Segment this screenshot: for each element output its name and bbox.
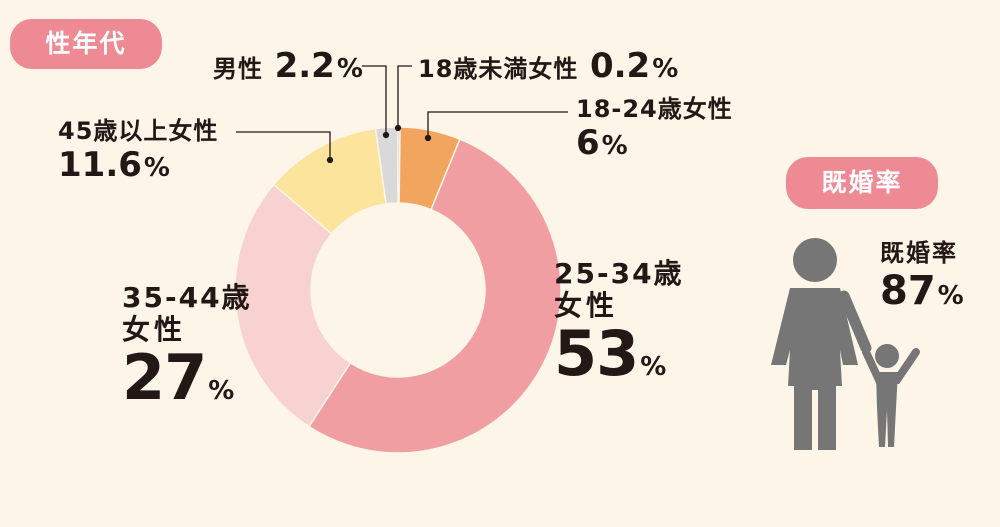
- leader-lines: [236, 65, 568, 164]
- label-25-34: 25-34歳 女性 53%: [554, 257, 684, 391]
- label-45plus: 45歳以上女性 11.6%: [58, 117, 219, 185]
- woman-head-icon: [793, 238, 837, 282]
- leader-line-under18: [397, 65, 412, 128]
- label-marriage-rate: 既婚率 87%: [880, 239, 964, 314]
- leader-dot-under18: [394, 124, 402, 132]
- donut-slice-3: [234, 183, 352, 428]
- woman-body-icon: [771, 288, 858, 450]
- woman-child-icon: [771, 238, 920, 450]
- leader-dot-45plus: [326, 156, 334, 164]
- section-title-gender-age: 性年代: [10, 19, 162, 69]
- label-under18: 18歳未満女性 0.2%: [418, 46, 679, 86]
- leader-line-45plus: [236, 131, 331, 160]
- child-body-icon: [876, 372, 898, 447]
- label-18-24: 18-24歳女性 6%: [576, 95, 733, 163]
- donut-slices: [234, 126, 562, 454]
- leader-line-male: [362, 65, 387, 135]
- donut-slice-2: [307, 138, 562, 454]
- woman-arm-icon: [838, 290, 872, 354]
- leader-dot-18-24: [424, 134, 432, 142]
- child-head-icon: [875, 344, 899, 368]
- section-title-marriage-rate: 既婚率: [786, 157, 938, 209]
- donut-slice-5: [374, 126, 399, 205]
- leader-dot-male: [382, 131, 390, 139]
- label-35-44: 35-44歳 女性 27%: [122, 281, 252, 415]
- leader-line-18-24: [427, 111, 568, 138]
- label-male: 男性 2.2%: [213, 46, 363, 86]
